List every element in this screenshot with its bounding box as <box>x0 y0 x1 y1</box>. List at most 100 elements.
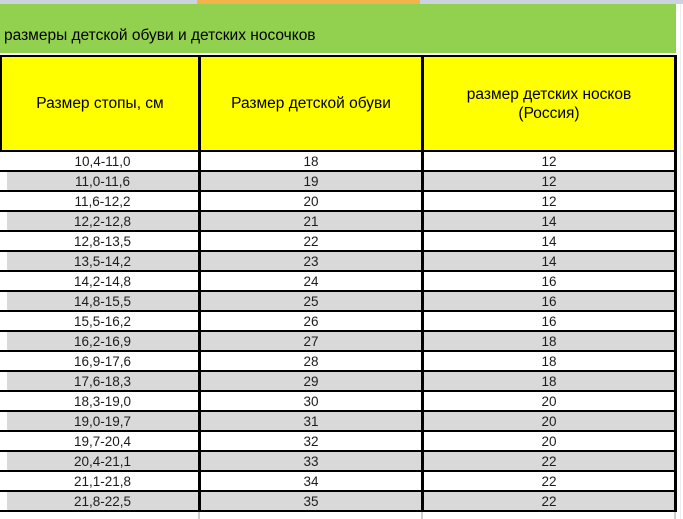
vertical-border <box>198 272 201 290</box>
cell-foot-size[interactable]: 17,6-18,3 <box>7 372 198 390</box>
cell-shoe-size[interactable]: 34 <box>201 472 421 490</box>
vertical-border <box>674 352 677 370</box>
cell-foot-size[interactable]: 15,5-16,2 <box>7 312 198 330</box>
cell-shoe-size[interactable]: 29 <box>201 372 421 390</box>
table-row: 13,5-14,2 23 14 <box>0 252 677 272</box>
cell-shoe-size[interactable]: 27 <box>201 332 421 350</box>
vertical-border <box>421 272 424 290</box>
cell-sock-size[interactable]: 20 <box>424 432 674 450</box>
row-left-margin <box>0 272 7 290</box>
cell-foot-size[interactable]: 12,8-13,5 <box>7 232 198 250</box>
table-row: 10,4-11,0 18 12 <box>0 152 677 172</box>
cell-sock-size[interactable]: 22 <box>424 492 674 510</box>
vertical-border <box>674 232 677 250</box>
cell-sock-size[interactable]: 14 <box>424 212 674 230</box>
cell-foot-size[interactable]: 19,0-19,7 <box>7 412 198 430</box>
cell-foot-size[interactable]: 19,7-20,4 <box>7 432 198 450</box>
row-left-margin <box>0 452 7 470</box>
cell-shoe-size[interactable]: 21 <box>201 212 421 230</box>
cell-foot-size[interactable]: 12,2-12,8 <box>7 212 198 230</box>
cell-sock-size[interactable]: 18 <box>424 352 674 370</box>
cell-sock-size[interactable]: 22 <box>424 452 674 470</box>
cell-foot-size[interactable]: 14,2-14,8 <box>7 272 198 290</box>
vertical-border <box>198 232 201 250</box>
row-left-margin <box>0 212 7 230</box>
header-cell-shoe-size[interactable]: Размер детской обуви <box>201 57 421 150</box>
cell-sock-size[interactable]: 12 <box>424 192 674 210</box>
cell-shoe-size[interactable]: 26 <box>201 312 421 330</box>
cell-foot-size[interactable]: 20,4-21,1 <box>7 452 198 470</box>
vertical-border <box>421 312 424 330</box>
cell-foot-size[interactable]: 13,5-14,2 <box>7 252 198 270</box>
cell-sock-size[interactable]: 14 <box>424 232 674 250</box>
row-left-margin <box>0 232 7 250</box>
cell-shoe-size[interactable]: 18 <box>201 152 421 170</box>
cell-shoe-size[interactable]: 33 <box>201 452 421 470</box>
cell-foot-size[interactable]: 18,3-19,0 <box>7 392 198 410</box>
cell-sock-size[interactable]: 20 <box>424 412 674 430</box>
table-row: 11,0-11,6 19 12 <box>0 172 677 192</box>
row-left-margin <box>0 292 7 310</box>
cell-shoe-size[interactable]: 22 <box>201 232 421 250</box>
vertical-border <box>421 252 424 270</box>
cell-sock-size[interactable]: 14 <box>424 252 674 270</box>
row-left-margin <box>0 332 7 350</box>
cell-shoe-size[interactable]: 24 <box>201 272 421 290</box>
table-row: 21,1-21,8 34 22 <box>0 472 677 492</box>
vertical-border <box>421 472 424 490</box>
gridline-stub <box>421 512 423 519</box>
cell-shoe-size[interactable]: 30 <box>201 392 421 410</box>
vertical-border <box>421 392 424 410</box>
cell-sock-size[interactable]: 16 <box>424 312 674 330</box>
title-cell[interactable]: размеры детской обуви и детских носочков <box>0 4 676 53</box>
gridline-stub <box>674 512 676 519</box>
vertical-border <box>198 452 201 470</box>
cell-shoe-size[interactable]: 25 <box>201 292 421 310</box>
row-left-margin <box>0 152 7 170</box>
cell-sock-size[interactable]: 12 <box>424 152 674 170</box>
vertical-border <box>674 492 677 510</box>
cell-foot-size[interactable]: 16,9-17,6 <box>7 352 198 370</box>
vertical-border <box>421 232 424 250</box>
header-cell-foot-size[interactable]: Размер стопы, см <box>2 57 198 150</box>
vertical-border <box>421 57 424 150</box>
row-left-margin <box>0 312 7 330</box>
cell-foot-size[interactable]: 21,1-21,8 <box>7 472 198 490</box>
cell-shoe-size[interactable]: 28 <box>201 352 421 370</box>
cell-sock-size[interactable]: 20 <box>424 392 674 410</box>
table-row: 12,2-12,8 21 14 <box>0 212 677 232</box>
right-gridline <box>680 4 681 519</box>
cell-shoe-size[interactable]: 31 <box>201 412 421 430</box>
cell-foot-size[interactable]: 11,6-12,2 <box>7 192 198 210</box>
cell-sock-size[interactable]: 12 <box>424 172 674 190</box>
vertical-border <box>198 212 201 230</box>
cell-sock-size[interactable]: 18 <box>424 332 674 350</box>
cell-shoe-size[interactable]: 19 <box>201 172 421 190</box>
cell-shoe-size[interactable]: 35 <box>201 492 421 510</box>
vertical-border <box>198 372 201 390</box>
cell-shoe-size[interactable]: 32 <box>201 432 421 450</box>
cell-foot-size[interactable]: 11,0-11,6 <box>7 172 198 190</box>
cell-foot-size[interactable]: 16,2-16,9 <box>7 332 198 350</box>
cell-sock-size[interactable]: 16 <box>424 292 674 310</box>
vertical-border <box>198 192 201 210</box>
row-left-margin <box>0 492 7 510</box>
cell-foot-size[interactable]: 14,8-15,5 <box>7 292 198 310</box>
header-cell-sock-size[interactable]: размер детских носков (Россия) <box>424 57 674 150</box>
vertical-border <box>674 252 677 270</box>
vertical-border <box>674 152 677 170</box>
cell-foot-size[interactable]: 21,8-22,5 <box>7 492 198 510</box>
vertical-border <box>198 392 201 410</box>
cell-shoe-size[interactable]: 20 <box>201 192 421 210</box>
row-left-margin <box>0 372 7 390</box>
cell-shoe-size[interactable]: 23 <box>201 252 421 270</box>
row-left-margin <box>0 412 7 430</box>
cell-sock-size[interactable]: 22 <box>424 472 674 490</box>
vertical-border <box>421 452 424 470</box>
cell-sock-size[interactable]: 18 <box>424 372 674 390</box>
header-label-foot-size: Размер стопы, см <box>36 95 164 112</box>
vertical-border <box>674 292 677 310</box>
cell-sock-size[interactable]: 16 <box>424 272 674 290</box>
top-edge-strip <box>0 0 683 4</box>
cell-foot-size[interactable]: 10,4-11,0 <box>7 152 198 170</box>
